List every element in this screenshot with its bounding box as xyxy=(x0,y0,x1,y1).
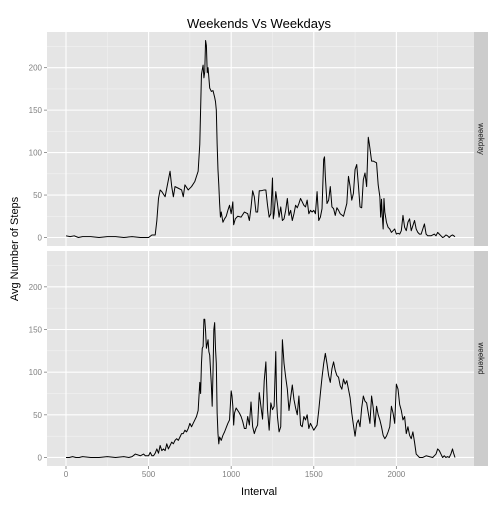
facet-strip-label: weekday xyxy=(477,122,486,155)
x-tick-label: 0 xyxy=(64,470,69,479)
y-tick-label: 200 xyxy=(29,64,43,73)
chart-title: Weekends Vs Weekdays xyxy=(187,16,332,31)
series-line-weekend xyxy=(66,318,456,458)
x-axis-title: Interval xyxy=(241,486,277,498)
facet-strip-label: weekend xyxy=(477,341,486,374)
panel-weekday: 0 50 100 150 200 weekday xyxy=(29,32,488,246)
y-tick-label: 150 xyxy=(29,106,43,115)
series-line-weekday xyxy=(65,39,456,239)
y-tick-label: 150 xyxy=(29,325,43,334)
y-axis-title: Avg Number of Steps xyxy=(9,196,21,301)
y-tick-label: 0 xyxy=(38,453,43,462)
y-tick-label: 100 xyxy=(29,368,43,377)
facet-strip xyxy=(474,32,488,246)
panel-background xyxy=(47,32,474,246)
y-tick-label: 200 xyxy=(29,283,43,292)
x-tick-label: 1000 xyxy=(222,470,240,479)
y-tick-label: 50 xyxy=(33,411,42,420)
x-tick-label: 2000 xyxy=(387,470,405,479)
y-tick-label: 0 xyxy=(38,234,43,243)
panel-background xyxy=(47,251,474,466)
y-tick-label: 50 xyxy=(33,191,42,200)
x-tick-label: 500 xyxy=(142,470,156,479)
x-tick-label: 1500 xyxy=(305,470,323,479)
facet-strip xyxy=(474,251,488,466)
y-tick-label: 100 xyxy=(29,149,43,158)
